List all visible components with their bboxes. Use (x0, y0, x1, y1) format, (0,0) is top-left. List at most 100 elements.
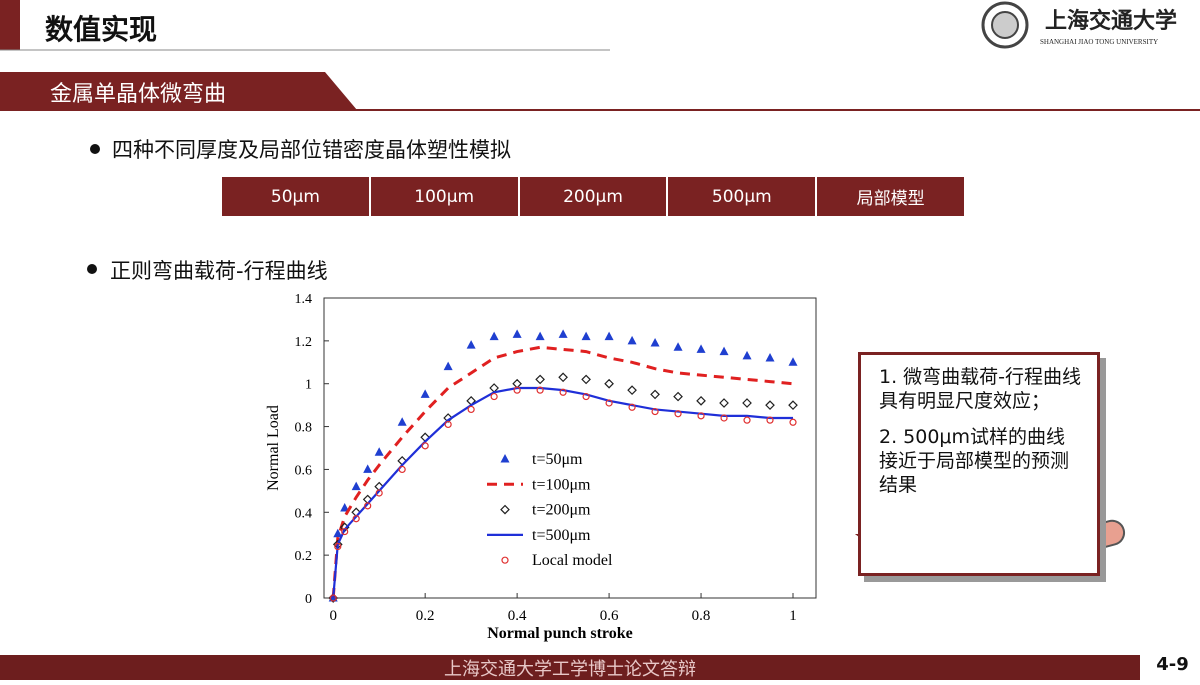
page-number: 4-9 (1156, 654, 1189, 675)
point (742, 350, 752, 360)
point (421, 442, 429, 450)
section-title: 金属单晶体微弯曲 (50, 82, 227, 107)
legend-label: t=100μm (532, 476, 591, 493)
point (765, 353, 775, 362)
legend-label: t=500μm (532, 527, 591, 544)
point (581, 374, 591, 385)
x-tick-label: 0.4 (508, 608, 527, 624)
point (743, 416, 751, 424)
legend-label: t=200μm (532, 502, 591, 519)
x-tick-label: 0.8 (692, 608, 711, 624)
point (513, 386, 521, 394)
tab: 50μm (222, 177, 369, 216)
tab-row: 50μm 100μm 200μm 500μm 局部模型 (222, 177, 964, 216)
point (535, 374, 545, 385)
point (788, 400, 798, 410)
point (742, 398, 752, 408)
y-tick-label: 0.6 (295, 463, 313, 478)
y-tick-label: 1 (305, 378, 312, 393)
point (398, 465, 406, 474)
y-tick-label: 1.2 (295, 335, 313, 350)
bullet-dot (90, 144, 100, 154)
y-tick-label: 0.4 (295, 506, 313, 521)
tab: 100μm (368, 177, 518, 216)
tab: 局部模型 (815, 177, 964, 216)
x-tick-label: 1 (789, 608, 797, 624)
point (697, 412, 705, 420)
logo-inner (991, 11, 1019, 39)
point (558, 372, 568, 383)
point (489, 331, 499, 341)
series-line (331, 345, 794, 599)
point (581, 331, 591, 341)
series (328, 329, 798, 602)
point (628, 403, 636, 411)
chart: 0 0.2 0.4 0.6 0.8 1 1.2 1.4 0 0.2 0.4 0.6 0.8 1 Normal… (265, 292, 817, 642)
series (332, 386, 794, 599)
bullet-text: 四种不同厚度及局部位错密度晶体塑性模拟 (112, 138, 511, 162)
legend-label: Local model (532, 552, 613, 569)
x-tick-label: 0.6 (600, 608, 619, 624)
point (341, 527, 349, 536)
point (490, 392, 498, 401)
y-tick-label: 0.8 (295, 421, 313, 436)
point (334, 542, 342, 551)
note-box: 1. 微弯曲载荷-行程曲线具有明显尺度效应； 2. 500μm试样的曲线接近于局… (858, 352, 1100, 576)
point (627, 385, 637, 395)
series (329, 386, 797, 602)
series (328, 372, 798, 603)
point (719, 398, 729, 408)
university-name-en: SHANGHAI JIAO TONG UNIVERSITY (1040, 38, 1158, 46)
bullet-text: 正则弯曲载荷-行程曲线 (110, 259, 328, 283)
point (650, 338, 660, 347)
point (364, 502, 372, 510)
point (789, 418, 797, 426)
point (650, 389, 660, 400)
series (331, 345, 794, 599)
point (444, 420, 452, 429)
point (766, 416, 774, 424)
point (559, 388, 567, 396)
plot-frame (323, 297, 817, 599)
point (651, 407, 659, 416)
point (788, 357, 798, 366)
tab: 500μm (666, 177, 816, 216)
point (604, 378, 614, 389)
point (352, 515, 360, 523)
note-item: 2. 500μm试样的曲线接近于局部模型的预测结果 (879, 426, 1070, 496)
point (536, 386, 544, 394)
point (558, 329, 568, 338)
legend-swatch (500, 454, 510, 463)
point (420, 389, 430, 398)
legend-swatch (501, 556, 509, 564)
bullet-dot (87, 264, 97, 274)
point (674, 410, 682, 418)
legend-swatch (500, 504, 510, 515)
point (535, 331, 545, 341)
point (374, 447, 384, 456)
y-tick-label: 0.2 (295, 549, 313, 564)
point (719, 346, 729, 356)
point (466, 340, 476, 349)
point (720, 414, 728, 422)
y-tick-label: 1.4 (295, 292, 313, 307)
point (340, 503, 350, 512)
point (673, 391, 683, 402)
point (765, 400, 775, 410)
footer: 上海交通大学工学博士论文答辩 (0, 655, 1140, 680)
series-line (332, 386, 794, 599)
x-axis-label: Normal punch stroke (487, 625, 633, 642)
point (696, 396, 706, 406)
y-axis-label: Normal Load (265, 405, 282, 491)
point (696, 344, 706, 353)
point (604, 331, 614, 341)
point (363, 464, 373, 473)
point (582, 392, 590, 401)
section-banner (0, 72, 357, 110)
y-tick-label: 0 (305, 592, 312, 607)
point (375, 489, 383, 497)
point (351, 481, 361, 491)
header-bar (0, 0, 20, 50)
university-name: 上海交通大学 (1045, 8, 1177, 34)
